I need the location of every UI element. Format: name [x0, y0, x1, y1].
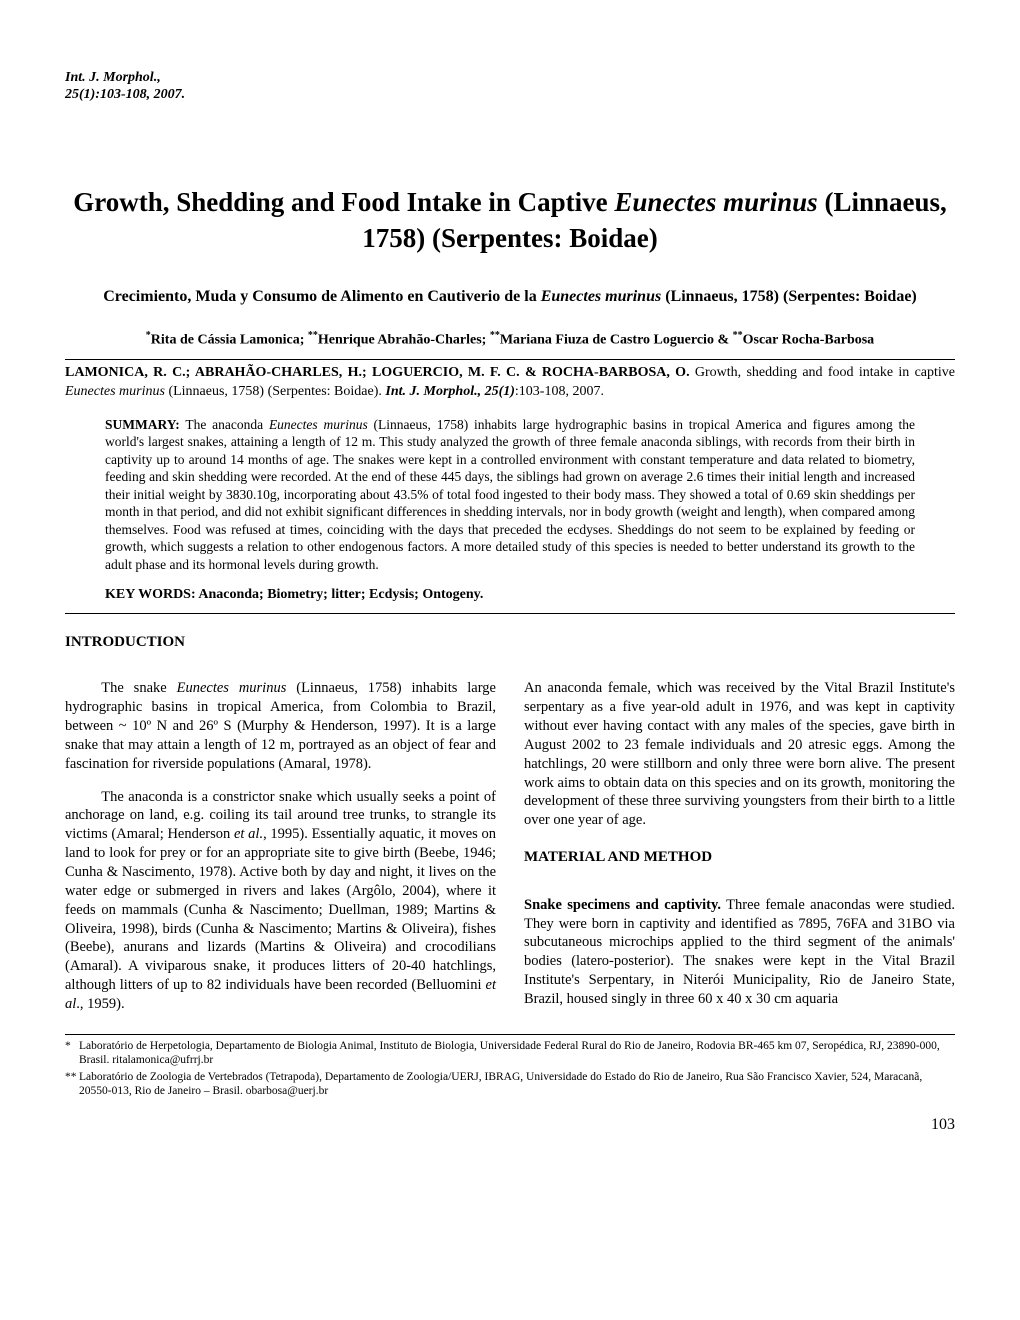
author-sup-4: **	[733, 330, 743, 341]
journal-volref: 25(1):103-108, 2007.	[65, 87, 185, 102]
author-sup-2: **	[308, 330, 318, 341]
footnote-rule	[65, 1034, 955, 1035]
author-sup-3: **	[490, 330, 500, 341]
author-2: Henrique Abrahão-Charles;	[318, 333, 490, 348]
summary-label: SUMMARY:	[105, 417, 180, 432]
citation-text1: Growth, shedding and food intake in capt…	[690, 365, 955, 380]
p2-mid: , 1995). Essentially aquatic, it moves o…	[65, 826, 496, 993]
p2-bold: Snake specimens and captivity.	[524, 897, 721, 913]
intro-para-2: The anaconda is a constrictor snake whic…	[65, 788, 496, 1014]
left-column: The snake Eunectes murinus (Linnaeus, 17…	[65, 679, 496, 1027]
subtitle-post: (Linnaeus, 1758) (Serpentes: Boidae)	[661, 288, 917, 305]
citation: LAMONICA, R. C.; ABRAHÃO-CHARLES, H.; LO…	[65, 364, 955, 402]
right-para-2: Snake specimens and captivity. Three fem…	[524, 896, 955, 1009]
footnote-1: * Laboratório de Herpetologia, Departame…	[65, 1039, 955, 1068]
intro-para-1: The snake Eunectes murinus (Linnaeus, 17…	[65, 679, 496, 773]
citation-species: Eunectes murinus	[65, 384, 165, 399]
subtitle-species: Eunectes murinus	[541, 288, 661, 305]
p2-body: Three female anacondas were studied. The…	[524, 897, 955, 1007]
right-column: An anaconda female, which was received b…	[524, 679, 955, 1027]
footnote-2-text: Laboratório de Zoologia de Vertebrados (…	[79, 1070, 955, 1099]
p1-species: Eunectes murinus	[177, 680, 287, 696]
author-1: Rita de Cássia Lamonica;	[151, 333, 308, 348]
journal-name: Int. J. Morphol.,	[65, 70, 955, 87]
footnotes: * Laboratório de Herpetologia, Departame…	[65, 1039, 955, 1099]
title-species: Eunectes murinus	[614, 187, 817, 217]
journal-volref-text: 25(1):103-108, 2007.	[65, 87, 185, 102]
journal-header: Int. J. Morphol., 25(1):103-108, 2007.	[65, 70, 955, 104]
right-para-1: An anaconda female, which was received b…	[524, 679, 955, 830]
author-3: Mariana Fiuza de Castro Loguercio &	[500, 333, 733, 348]
section-material-method: MATERIAL AND METHOD	[524, 848, 955, 868]
keywords: KEY WORDS: Anaconda; Biometry; litter; E…	[105, 587, 915, 603]
section-introduction: INTRODUCTION	[65, 634, 955, 651]
title-block: Growth, Shedding and Food Intake in Capt…	[65, 184, 955, 349]
footnote-1-text: Laboratório de Herpetologia, Departament…	[79, 1039, 955, 1068]
main-title: Growth, Shedding and Food Intake in Capt…	[65, 184, 955, 257]
author-4: Oscar Rocha-Barbosa	[743, 333, 875, 348]
rule-bottom	[65, 613, 955, 614]
summary-block: SUMMARY: The anaconda Eunectes murinus (…	[105, 416, 915, 574]
footnote-2: ** Laboratório de Zoologia de Vertebrado…	[65, 1070, 955, 1099]
body-columns: The snake Eunectes murinus (Linnaeus, 17…	[65, 679, 955, 1027]
summary-body: (Linnaeus, 1758) inhabits large hydrogra…	[105, 417, 915, 572]
p2-post: ., 1959).	[76, 996, 124, 1012]
page-number: 103	[65, 1116, 955, 1134]
summary-species: Eunectes murinus	[269, 417, 368, 432]
citation-journal: Int. J. Morphol., 25(1)	[385, 384, 515, 399]
citation-text3: :103-108, 2007.	[515, 384, 604, 399]
citation-authors: LAMONICA, R. C.; ABRAHÃO-CHARLES, H.; LO…	[65, 365, 690, 380]
subtitle-pre: Crecimiento, Muda y Consumo de Alimento …	[103, 288, 540, 305]
footnote-1-mark: *	[65, 1039, 79, 1068]
subtitle: Crecimiento, Muda y Consumo de Alimento …	[65, 286, 955, 308]
rule-top	[65, 359, 955, 360]
title-pre: Growth, Shedding and Food Intake in Capt…	[73, 187, 614, 217]
footnote-2-mark: **	[65, 1070, 79, 1099]
authors-line: *Rita de Cássia Lamonica; **Henrique Abr…	[65, 330, 955, 349]
citation-text2: (Linnaeus, 1758) (Serpentes: Boidae).	[165, 384, 385, 399]
summary-pre: The anaconda	[180, 417, 269, 432]
p2-it1: et al.	[234, 826, 263, 842]
p1-pre: The snake	[101, 680, 176, 696]
